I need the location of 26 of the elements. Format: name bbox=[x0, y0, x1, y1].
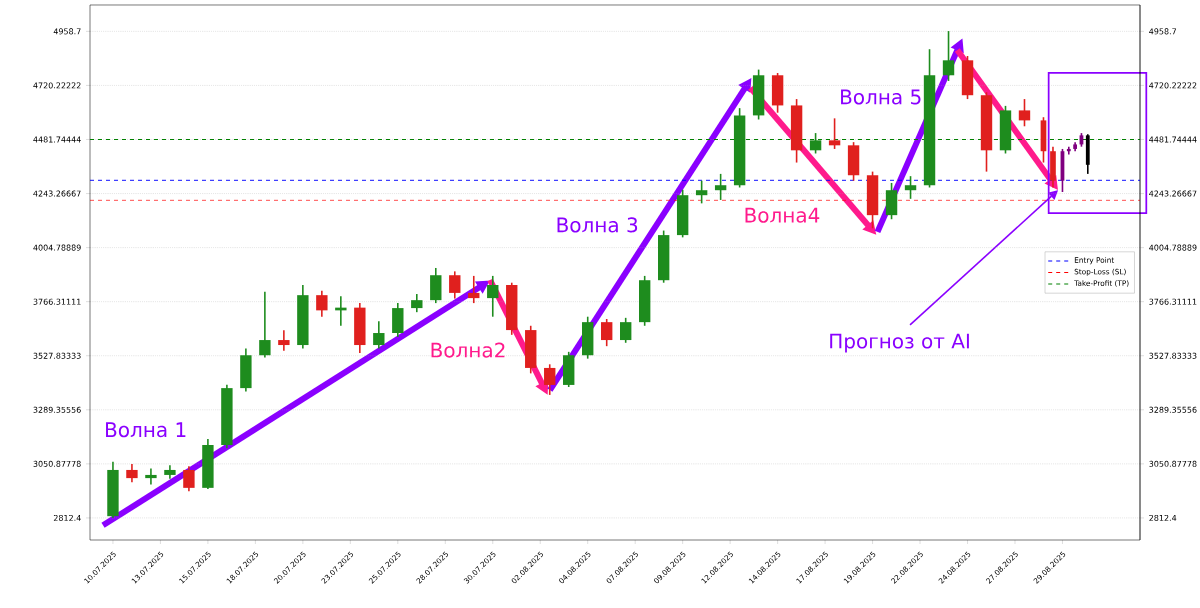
y-tick-label: 3527.83333 bbox=[33, 352, 81, 359]
y2-tick-label: 4720.22222 bbox=[1149, 82, 1197, 89]
annotation: Волна 5 bbox=[841, 89, 921, 105]
y2-tick-label: 4481.74444 bbox=[1149, 136, 1197, 143]
y2-tick-label: 3527.83333 bbox=[1149, 352, 1197, 359]
y2-tick-label: 3289.35556 bbox=[1149, 406, 1197, 413]
y-tick-label: 3766.31111 bbox=[33, 298, 81, 305]
annotation: Прогноз от AI bbox=[830, 333, 969, 353]
annotation: Волна2 bbox=[431, 342, 505, 358]
y2-tick-label: 2812.4 bbox=[1149, 514, 1177, 521]
y2-tick-label: 4958.7 bbox=[1149, 28, 1177, 35]
y-tick-label: 2812.4 bbox=[53, 514, 81, 521]
y-tick-label: 4004.78889 bbox=[33, 244, 81, 251]
y-tick-label: 4243.26667 bbox=[33, 190, 81, 197]
y-tick-label: 3289.35556 bbox=[33, 406, 81, 413]
y2-tick-label: 3050.87778 bbox=[1149, 460, 1197, 467]
annotation: Волна4 bbox=[745, 207, 820, 223]
y-tick-label: 3050.87778 bbox=[33, 460, 81, 467]
y-tick-label: 4481.74444 bbox=[33, 136, 81, 143]
y2-tick-label: 4004.78889 bbox=[1149, 244, 1197, 251]
annotation: Волна 3 bbox=[557, 217, 638, 233]
y2-tick-label: 4243.26667 bbox=[1149, 190, 1197, 197]
y-tick-label: 4958.7 bbox=[53, 28, 81, 35]
y-tick-label: 4720.22222 bbox=[33, 82, 81, 89]
annotation: Волна 1 bbox=[106, 422, 186, 438]
y2-tick-label: 3766.31111 bbox=[1149, 298, 1197, 305]
